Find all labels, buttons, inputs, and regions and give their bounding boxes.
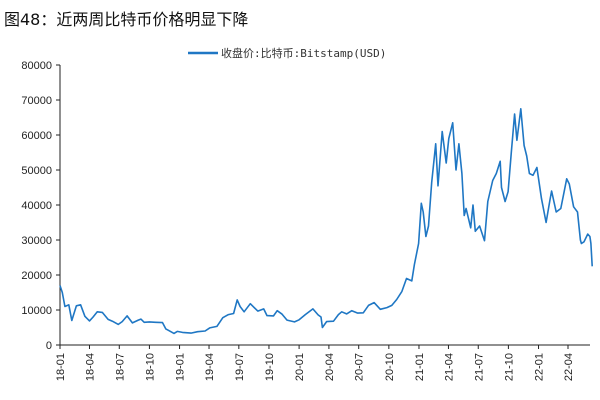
series-line xyxy=(59,108,593,335)
y-tick-label: 20000 xyxy=(21,270,52,282)
x-tick-label: 19-01 xyxy=(175,353,187,381)
x-tick-label: 19-07 xyxy=(234,353,246,381)
x-axis: 18-01 18-04 18-07 18-10 19-01 19-04 19-07 19-10… xyxy=(55,344,590,381)
x-tick-label: 18-10 xyxy=(144,353,156,381)
x-tick-label: 19-10 xyxy=(264,353,276,381)
x-tick-label: 22-04 xyxy=(563,353,575,381)
x-tick-label: 21-07 xyxy=(473,353,485,381)
x-tick-label: 18-04 xyxy=(84,353,96,381)
x-tick-label: 21-04 xyxy=(443,353,455,381)
legend-label: 收盘价:比特币:Bitstamp(USD) xyxy=(221,46,386,60)
y-tick-label: 50000 xyxy=(21,165,52,177)
x-tick-label: 22-01 xyxy=(534,353,546,381)
chart-title: 图48：近两周比特币价格明显下降 xyxy=(4,10,249,29)
x-tick-label: 20-07 xyxy=(354,353,366,381)
y-tick-label: 40000 xyxy=(21,200,52,212)
x-tick-label: 18-01 xyxy=(55,353,67,381)
y-tick-label: 80000 xyxy=(21,60,52,72)
y-tick-label: 30000 xyxy=(21,235,52,247)
y-axis: 0 10000 20000 30000 40000 50000 60000 70000 8000… xyxy=(21,60,61,352)
legend: 收盘价:比特币:Bitstamp(USD) xyxy=(188,46,386,60)
x-tick-label: 18-07 xyxy=(114,353,126,381)
x-tick-label: 21-10 xyxy=(503,353,515,381)
y-tick-label: 60000 xyxy=(21,130,52,142)
y-tick-label: 10000 xyxy=(21,305,52,317)
y-tick-label: 70000 xyxy=(21,95,52,107)
x-tick-label: 20-04 xyxy=(324,353,336,381)
y-tick-label: 0 xyxy=(46,340,52,352)
x-tick-label: 20-10 xyxy=(384,353,396,381)
x-tick-label: 20-01 xyxy=(294,353,306,381)
x-tick-label: 21-01 xyxy=(414,353,426,381)
x-tick-label: 19-04 xyxy=(204,353,216,381)
